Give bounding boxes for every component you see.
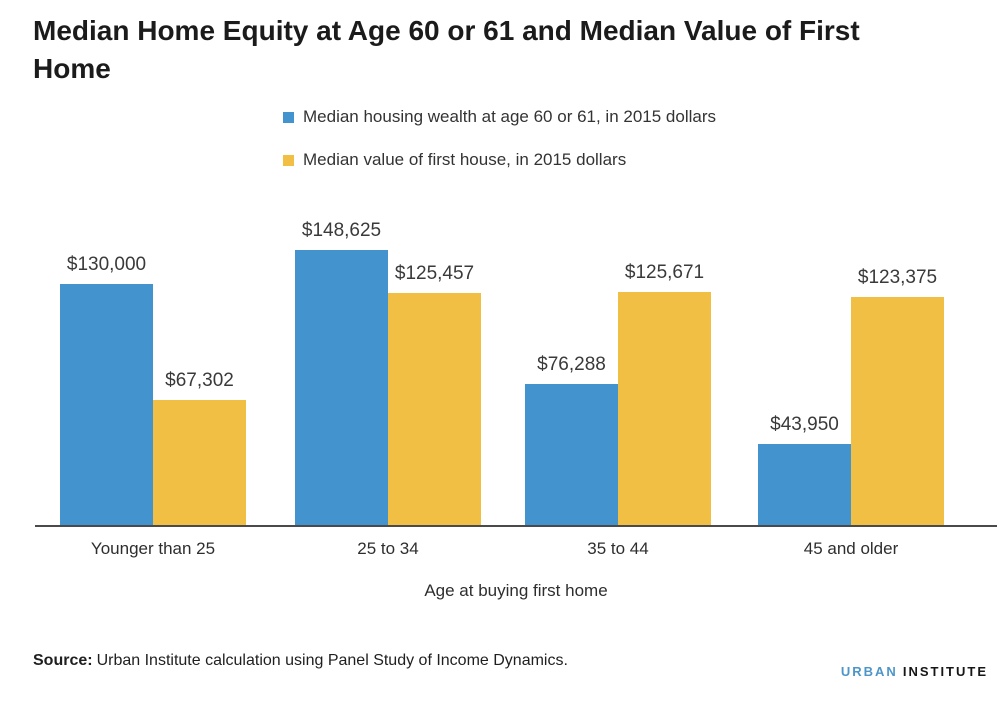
bar-value-label: $148,625 [301, 220, 382, 241]
x-axis-categories: Younger than 25 25 to 34 35 to 44 45 and ol… [35, 539, 997, 561]
legend-label-first-house-value: Median value of first house, in 2015 dol… [303, 150, 627, 169]
bar-housing-wealth [758, 444, 851, 525]
x-category-label: 25 to 34 [357, 539, 419, 558]
x-axis-line [35, 525, 997, 527]
bar-first-house-value [851, 297, 944, 525]
source-text: Urban Institute calculation using Panel … [96, 652, 568, 669]
legend-swatch-blue-icon [283, 111, 294, 123]
urban-institute-logo: URBAN INSTITUTE [841, 664, 988, 679]
x-axis-title: Age at buying first home [424, 581, 608, 600]
source-note: Source: Urban Institute calculation using… [33, 652, 568, 670]
source-label: Source: [33, 652, 93, 669]
bar-value-label: $130,000 [66, 254, 147, 275]
bar-housing-wealth [295, 250, 388, 525]
legend-item-housing-wealth: Median housing wealth at age 60 or 61, i… [283, 106, 716, 128]
x-category-label: 35 to 44 [587, 539, 649, 558]
plot-area: $130,000 $67,302 $148,625 $125,457 $76,288 $1… [35, 200, 997, 525]
x-category-label: Younger than 25 [90, 539, 216, 558]
legend-swatch-yellow-icon [283, 154, 294, 166]
bar-first-house-value [388, 293, 481, 525]
bar-value-label: $43,950 [770, 414, 839, 435]
bar-first-house-value [153, 400, 246, 525]
chart-legend: Median housing wealth at age 60 or 61, i… [283, 106, 716, 192]
bar-value-label: $67,302 [165, 370, 234, 391]
chart-title: Median Home Equity at Age 60 or 61 and M… [33, 15, 860, 84]
bar-value-label: $125,671 [624, 262, 705, 283]
bar-housing-wealth [60, 284, 153, 525]
logo-institute-text: INSTITUTE [902, 664, 988, 679]
legend-item-first-house-value: Median value of first house, in 2015 dol… [283, 149, 716, 171]
x-category-label: 45 and older [803, 539, 899, 558]
bar-value-label: $76,288 [537, 354, 606, 375]
bar-first-house-value [618, 292, 711, 525]
bar-value-label: $125,457 [394, 263, 475, 284]
legend-label-housing-wealth: Median housing wealth at age 60 or 61, i… [303, 107, 717, 126]
logo-urban-text: URBAN [840, 664, 898, 679]
bar-housing-wealth [525, 384, 618, 525]
bar-value-label: $123,375 [857, 267, 938, 288]
